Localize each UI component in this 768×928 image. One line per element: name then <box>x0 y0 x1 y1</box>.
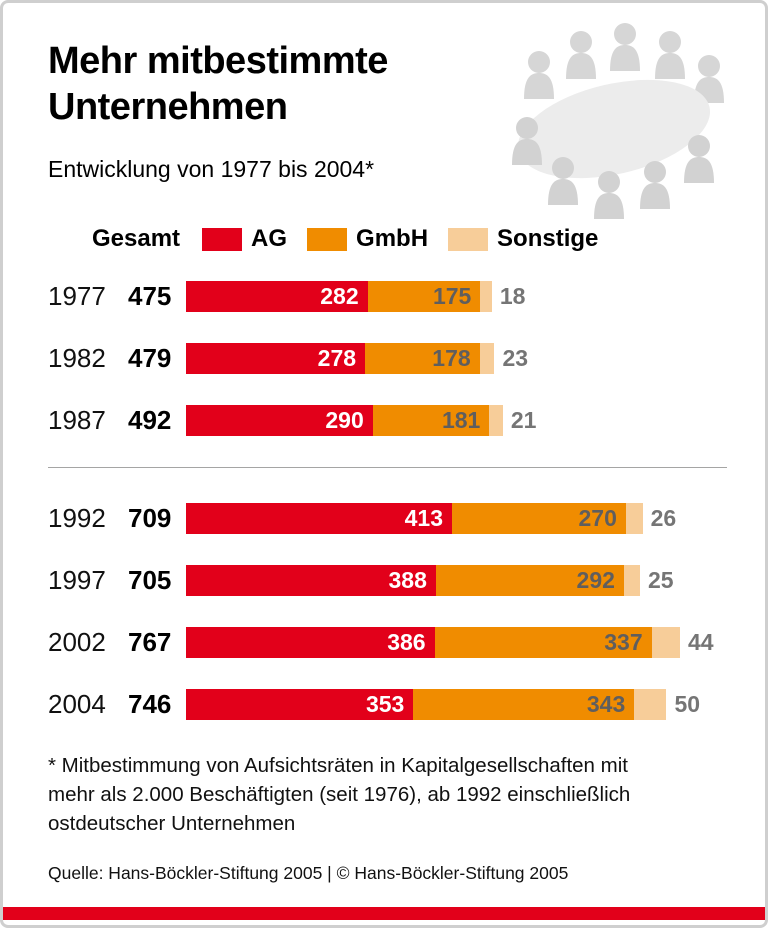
legend-label-ag: AG <box>251 225 288 253</box>
legend-label-sonstige: Sonstige <box>497 225 599 253</box>
legend-label-gmbh: GmbH <box>356 225 429 253</box>
chart-row: 2004 746 353 343 50 <box>48 689 727 721</box>
bar-segment-ag: 388 <box>186 565 436 597</box>
bar-segment-gmbh: 337 <box>434 627 652 659</box>
page-title: Mehr mitbestimmte Unternehmen <box>48 39 727 130</box>
year-label: 1977 <box>48 281 106 312</box>
bar-segment-gmbh: 175 <box>367 281 481 313</box>
segment-value-ag: 386 <box>387 629 426 656</box>
legend-swatch-ag <box>202 227 243 251</box>
bar-segment-sonstige <box>625 503 643 535</box>
legend: Gesamt AG GmbH Sonstige <box>92 225 727 253</box>
year-label: 2004 <box>48 689 106 720</box>
chart-row: 1992 709 413 270 26 <box>48 503 727 535</box>
bar-track: 282 175 18 <box>186 281 727 313</box>
total-value: 492 <box>128 405 172 436</box>
total-value: 767 <box>128 627 172 658</box>
title-line-2: Unternehmen <box>48 85 288 128</box>
total-value: 705 <box>128 565 172 596</box>
segment-value-ag: 278 <box>317 345 357 372</box>
group-divider <box>48 467 727 469</box>
year-label: 1987 <box>48 405 106 436</box>
sonstige-value: 44 <box>687 629 714 656</box>
chart-row: 1982 479 278 178 23 <box>48 343 727 375</box>
segment-value-ag: 388 <box>388 567 427 594</box>
bar-track: 413 270 26 <box>186 503 727 535</box>
segment-value-ag: 282 <box>320 283 359 310</box>
bar-segment-ag: 386 <box>186 627 435 659</box>
legend-swatch-sonstige <box>448 227 489 251</box>
title-line-1: Mehr mitbestimmte <box>48 40 388 82</box>
segment-value-gmbh: 337 <box>604 629 643 656</box>
segment-value-gmbh: 270 <box>578 505 617 532</box>
bar-segment-sonstige <box>479 343 495 375</box>
source-line: Quelle: Hans-Böckler-Stiftung 2005 | © H… <box>48 862 569 883</box>
segment-value-gmbh: 178 <box>432 345 471 372</box>
segment-value-ag: 290 <box>325 407 364 434</box>
bar-segment-sonstige <box>634 689 667 721</box>
segment-value-gmbh: 181 <box>441 407 481 434</box>
segment-value-ag: 413 <box>404 505 443 532</box>
sonstige-value: 23 <box>502 345 529 372</box>
bar-segment-sonstige <box>480 281 492 313</box>
segment-value-ag: 353 <box>365 691 405 718</box>
bar-segment-sonstige <box>623 565 641 597</box>
sonstige-value: 50 <box>674 691 701 718</box>
sonstige-value: 21 <box>510 407 537 434</box>
bar-segment-ag: 353 <box>186 689 414 721</box>
sonstige-value: 25 <box>648 567 674 594</box>
subtitle: Entwicklung von 1977 bis 2004* <box>48 156 375 183</box>
meeting-table-illustration <box>512 23 724 219</box>
total-value: 709 <box>128 503 172 534</box>
chart-row: 1977 475 282 175 18 <box>48 281 727 313</box>
bar-segment-gmbh: 343 <box>413 689 635 721</box>
chart-row: 2002 767 386 337 44 <box>48 627 727 659</box>
legend-gesamt-label: Gesamt <box>92 225 181 253</box>
bar-segment-sonstige <box>651 627 680 659</box>
sonstige-value: 26 <box>650 505 677 532</box>
chart-row: 1997 705 388 292 25 <box>48 565 727 597</box>
year-label: 1997 <box>48 565 106 596</box>
bar-segment-gmbh: 181 <box>372 405 490 437</box>
bar-segment-gmbh: 292 <box>435 565 624 597</box>
legend-swatch-gmbh <box>307 227 348 251</box>
year-label: 1992 <box>48 503 106 534</box>
total-value: 746 <box>128 689 172 720</box>
segment-value-gmbh: 292 <box>576 567 615 594</box>
bar-segment-ag: 282 <box>186 281 368 313</box>
bar-track: 290 181 21 <box>186 405 727 437</box>
bar-segment-gmbh: 178 <box>365 343 480 375</box>
bar-track: 278 178 23 <box>186 343 727 375</box>
segment-value-gmbh: 175 <box>432 283 472 310</box>
bottom-accent-bar <box>3 907 765 920</box>
total-value: 475 <box>128 281 172 312</box>
total-value: 479 <box>128 343 172 374</box>
bar-track: 353 343 50 <box>186 689 727 721</box>
sonstige-value: 18 <box>499 283 526 310</box>
segment-value-gmbh: 343 <box>586 691 626 718</box>
chart-rows: 1977 475 282 175 18 1982 479 278 178 23 1987 492 290… <box>48 281 727 721</box>
bar-segment-gmbh: 270 <box>451 503 626 535</box>
year-label: 1982 <box>48 343 106 374</box>
bar-track: 388 292 25 <box>186 565 727 597</box>
year-label: 2002 <box>48 627 106 658</box>
footnote: * Mitbestimmung von Aufsichtsräten in Ka… <box>48 754 631 836</box>
bar-segment-sonstige <box>489 405 503 437</box>
bar-track: 386 337 44 <box>186 627 727 659</box>
content-area: Mehr mitbestimmte Unternehmen Entwicklun… <box>3 3 765 884</box>
bar-segment-ag: 413 <box>186 503 452 535</box>
bar-segment-ag: 278 <box>186 343 366 375</box>
bar-segment-ag: 290 <box>186 405 373 437</box>
chart-row: 1987 492 290 181 21 <box>48 405 727 437</box>
